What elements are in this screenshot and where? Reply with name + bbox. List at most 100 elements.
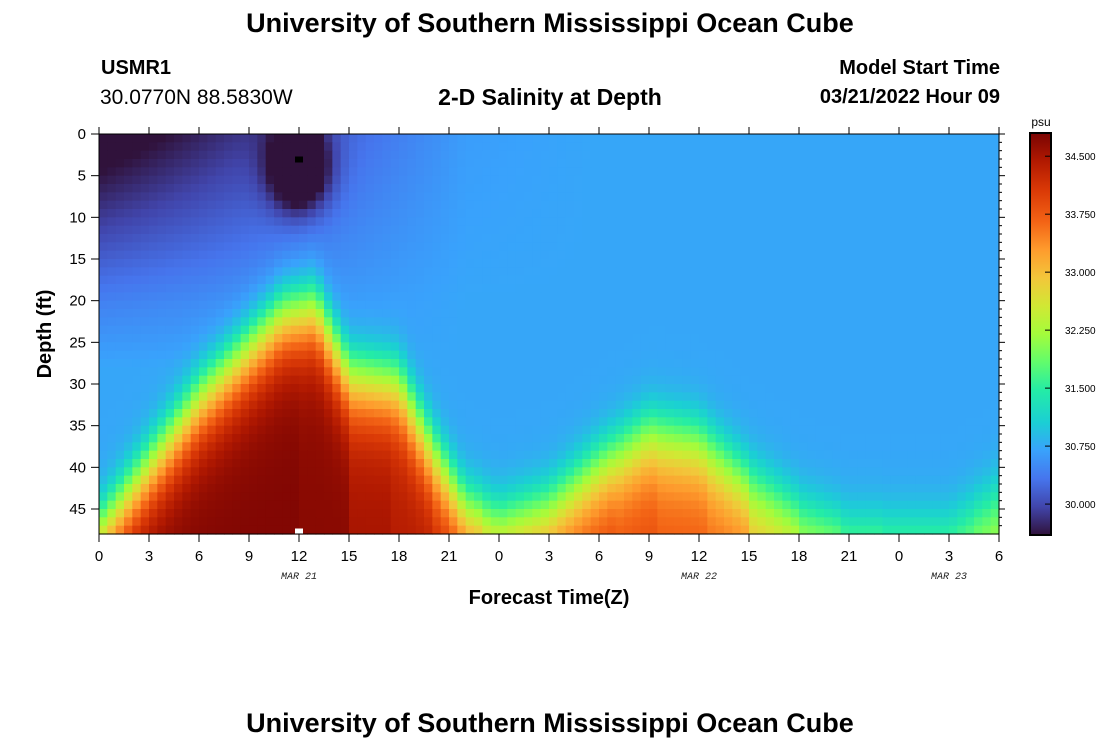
heatmap-cell	[149, 350, 158, 360]
heatmap-cell	[165, 259, 175, 268]
heatmap-cell	[357, 425, 367, 435]
heatmap-cell	[415, 350, 425, 360]
heatmap-cell	[857, 309, 867, 318]
heatmap-cell	[899, 234, 908, 243]
heatmap-cell	[432, 317, 442, 327]
heatmap-cell	[807, 267, 817, 277]
heatmap-cell	[524, 134, 533, 143]
heatmap-cell	[157, 342, 167, 352]
heatmap-cell	[990, 375, 1000, 385]
heatmap-cell	[124, 500, 133, 510]
heatmap-cell	[407, 409, 417, 418]
chart-title-top: University of Southern Mississippi Ocean…	[246, 8, 854, 38]
heatmap-cell	[749, 209, 758, 218]
heatmap-cell	[465, 275, 475, 285]
heatmap-cell	[590, 167, 600, 177]
heatmap-cell	[840, 234, 850, 243]
heatmap-cell	[590, 417, 600, 427]
heatmap-cell	[932, 309, 942, 318]
heatmap-cell	[374, 167, 383, 177]
heatmap-cell	[324, 192, 333, 202]
heatmap-cell	[615, 284, 625, 293]
heatmap-cell	[799, 509, 808, 518]
heatmap-cell	[299, 250, 308, 260]
heatmap-cell	[399, 134, 408, 143]
heatmap-cell	[499, 267, 508, 277]
heatmap-cell	[874, 234, 883, 243]
heatmap-cell	[915, 150, 925, 160]
heatmap-cell	[465, 325, 475, 335]
heatmap-cell	[840, 192, 850, 202]
heatmap-cell	[432, 425, 442, 435]
heatmap-cell	[107, 384, 117, 393]
heatmap-cell	[474, 425, 483, 435]
heatmap-cell	[299, 342, 308, 352]
heatmap-cell	[682, 192, 692, 202]
heatmap-cell	[590, 150, 600, 160]
heatmap-cell	[765, 475, 775, 485]
heatmap-cell	[599, 184, 608, 193]
heatmap-cell	[624, 467, 633, 477]
heatmap-cell	[115, 317, 125, 327]
heatmap-cell	[874, 409, 883, 418]
heatmap-cell	[540, 175, 550, 185]
heatmap-cell	[907, 325, 917, 335]
heatmap-cell	[565, 509, 575, 518]
heatmap-cell	[974, 334, 983, 343]
heatmap-cell	[249, 192, 258, 202]
heatmap-cell	[657, 292, 667, 302]
heatmap-cell	[665, 450, 675, 460]
heatmap-cell	[274, 242, 283, 252]
heatmap-cell	[824, 425, 833, 435]
heatmap-cell	[815, 417, 825, 427]
heatmap-cell	[165, 484, 175, 493]
heatmap-cell	[582, 217, 592, 227]
heatmap-cell	[407, 375, 417, 385]
heatmap-cell	[740, 400, 750, 410]
heatmap-cell	[882, 317, 892, 327]
heatmap-cell	[915, 159, 925, 168]
heatmap-cell	[515, 342, 525, 352]
heatmap-cell	[332, 284, 342, 293]
heatmap-cell	[849, 384, 858, 393]
heatmap-cell	[632, 500, 642, 510]
heatmap-cell	[757, 225, 767, 235]
heatmap-cell	[482, 350, 492, 360]
heatmap-cell	[182, 359, 192, 368]
heatmap-cell	[465, 167, 475, 177]
heatmap-cell	[932, 400, 942, 410]
heatmap-cell	[165, 400, 175, 410]
heatmap-cell	[157, 234, 167, 243]
heatmap-cell	[115, 392, 125, 402]
heatmap-cell	[224, 367, 233, 377]
heatmap-cell	[807, 334, 817, 343]
heatmap-cell	[340, 284, 350, 293]
heatmap-cell	[949, 325, 958, 335]
heatmap-cell	[232, 175, 242, 185]
heatmap-cell	[840, 475, 850, 485]
heatmap-cell	[265, 242, 275, 252]
heatmap-cell	[315, 359, 325, 368]
heatmap-cell	[540, 400, 550, 410]
heatmap-cell	[765, 200, 775, 210]
heatmap-cell	[224, 450, 233, 460]
heatmap-cell	[782, 159, 792, 168]
heatmap-cell	[974, 392, 983, 402]
heatmap-cell	[457, 500, 467, 510]
heatmap-cell	[174, 500, 183, 510]
heatmap-cell	[574, 284, 583, 293]
heatmap-cell	[765, 409, 775, 418]
heatmap-cell	[432, 334, 442, 343]
heatmap-cell	[549, 175, 558, 185]
heatmap-cell	[207, 184, 217, 193]
heatmap-cell	[907, 450, 917, 460]
heatmap-cell	[790, 484, 800, 493]
heatmap-cell	[549, 142, 558, 152]
heatmap-cell	[757, 275, 767, 285]
heatmap-cell	[665, 484, 675, 493]
heatmap-cell	[782, 409, 792, 418]
heatmap-cell	[940, 325, 950, 335]
heatmap-cell	[257, 292, 267, 302]
heatmap-cell	[965, 417, 975, 427]
heatmap-cell	[715, 217, 725, 227]
